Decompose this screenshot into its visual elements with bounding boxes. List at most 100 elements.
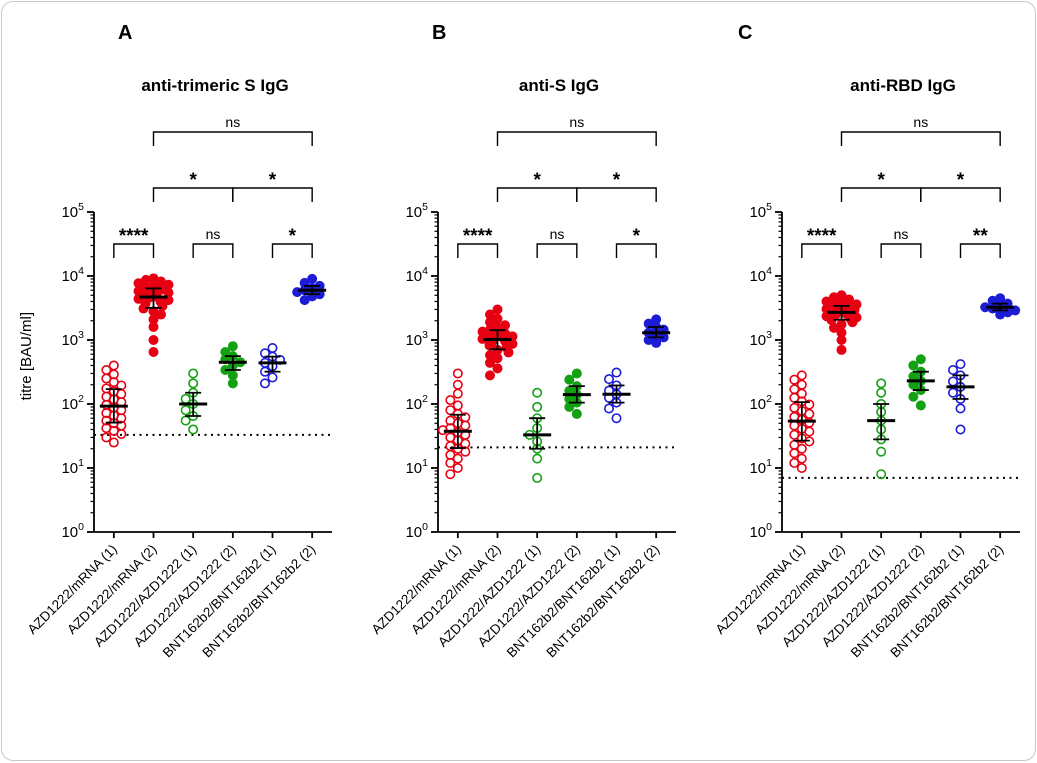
data-point: [188, 378, 199, 389]
data-point: [876, 387, 887, 398]
data-point: [955, 359, 966, 370]
data-point: [532, 387, 543, 398]
significance-label: ****: [463, 226, 493, 247]
significance-bracket: [232, 187, 313, 202]
significance-bracket: [880, 243, 922, 258]
panel-letter-b: B: [432, 22, 447, 44]
median-error-bar: [179, 391, 208, 417]
data-point: [180, 415, 191, 426]
data-point: [227, 341, 238, 352]
data-point: [116, 389, 127, 400]
panel-a: A anti-trimeric S IgG titre [BAU/ml] 100…: [2, 12, 346, 754]
y-tick-label: 104: [749, 265, 772, 285]
significance-label: ns: [225, 114, 240, 130]
y-tick-label: 103: [61, 329, 84, 349]
data-point: [804, 408, 815, 419]
y-tick-label: 101: [749, 457, 772, 477]
axes: [431, 211, 676, 538]
significance-label: **: [973, 226, 988, 247]
panel-title-c: anti-RBD IgG: [850, 76, 956, 95]
y-tick-label: 105: [749, 201, 772, 221]
series-points: [821, 290, 862, 355]
data-point: [532, 453, 543, 464]
panel-letter-c: C: [738, 22, 753, 44]
y-tick-label: 102: [405, 393, 428, 413]
data-point: [452, 462, 463, 473]
significance-label: *: [957, 170, 965, 191]
significance-label: ****: [807, 226, 837, 247]
significance-label: *: [877, 170, 885, 191]
median-error-bar: [946, 374, 975, 400]
panel-title-b: anti-S IgG: [518, 76, 600, 95]
significance-label: ns: [569, 114, 584, 130]
data-point: [532, 401, 543, 412]
data-point: [267, 342, 278, 353]
chart-host-c: 100 101 102 103 104 105 AZD1222/mRNA (1) AZD122…: [690, 12, 1034, 754]
data-point: [789, 448, 800, 459]
data-point: [947, 387, 958, 398]
data-point: [188, 368, 199, 379]
data-point: [804, 399, 815, 410]
data-point: [915, 354, 926, 365]
significance-bracket: [801, 243, 843, 258]
y-tick-label: 100: [749, 521, 772, 541]
data-point: [829, 322, 840, 333]
y-tick-label: 102: [61, 393, 84, 413]
data-point: [101, 432, 112, 443]
data-point: [611, 413, 622, 424]
median-error-bar: [99, 388, 128, 424]
data-point: [836, 344, 847, 355]
data-point: [651, 337, 662, 348]
data-point: [227, 378, 238, 389]
median-error-bar: [986, 302, 1015, 312]
series-points: [133, 273, 174, 357]
median-error-bar: [867, 403, 896, 441]
significance-label: *: [613, 170, 621, 191]
data-point: [571, 368, 582, 379]
data-point: [156, 309, 167, 320]
significance-label: *: [289, 226, 297, 247]
data-point: [267, 372, 278, 383]
data-point: [445, 395, 456, 406]
data-point: [947, 364, 958, 375]
y-tick-label: 100: [61, 521, 84, 541]
data-point: [611, 367, 622, 378]
y-tick-label: 102: [749, 393, 772, 413]
significance-label: *: [633, 226, 641, 247]
data-point: [876, 378, 887, 389]
y-tick-label: 104: [61, 265, 84, 285]
median-error-bar: [642, 326, 671, 339]
data-point: [299, 295, 310, 306]
median-error-bar: [906, 370, 935, 391]
data-point: [908, 391, 919, 402]
significance-bracket: [113, 243, 155, 258]
data-point: [108, 437, 119, 448]
median-error-bar: [298, 285, 327, 296]
data-point: [188, 424, 199, 435]
data-point: [804, 426, 815, 437]
data-point: [955, 403, 966, 414]
significance-label: ns: [894, 226, 909, 242]
data-point: [485, 357, 496, 368]
data-point: [452, 368, 463, 379]
data-point: [116, 428, 127, 439]
median-error-bar: [483, 329, 512, 351]
y-tick-label: 105: [405, 201, 428, 221]
y-tick-label: 105: [61, 201, 84, 221]
data-point: [955, 424, 966, 435]
data-point: [915, 400, 926, 411]
data-point: [836, 334, 847, 345]
median-error-bar: [787, 401, 816, 442]
median-error-bar: [827, 304, 856, 321]
significance-bracket: [457, 243, 499, 258]
data-point: [796, 453, 807, 464]
data-point: [876, 469, 887, 480]
data-point: [492, 304, 503, 315]
data-point: [148, 346, 159, 357]
significance-bracket: [536, 243, 578, 258]
data-point: [492, 363, 503, 374]
